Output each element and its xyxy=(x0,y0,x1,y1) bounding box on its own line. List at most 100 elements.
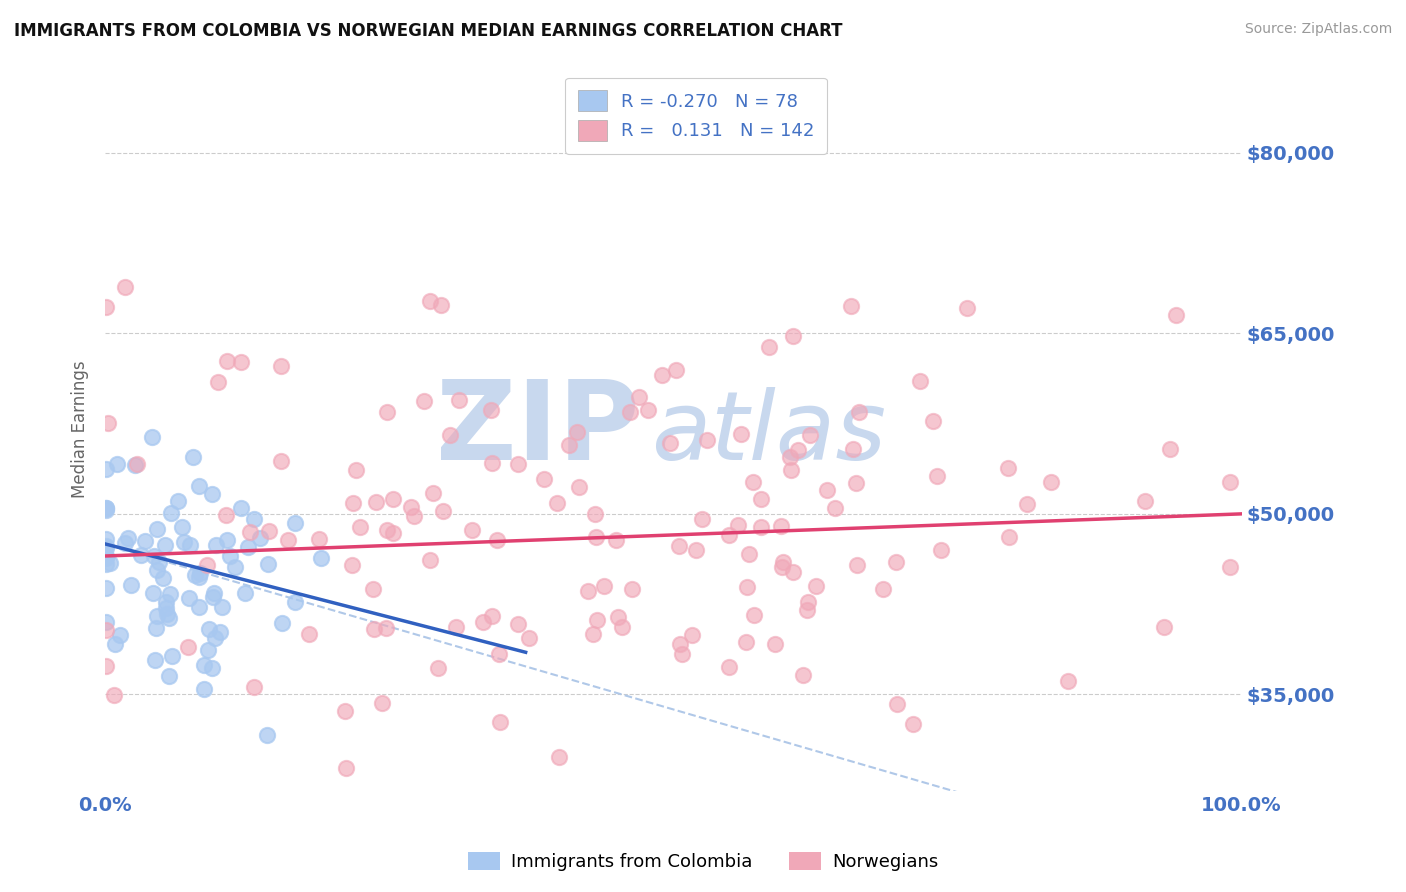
Point xyxy=(651,368,673,383)
Point xyxy=(1166,308,1188,322)
Point xyxy=(197,643,219,657)
Point xyxy=(146,882,169,892)
Point xyxy=(231,354,253,368)
Point xyxy=(96,581,118,595)
Point xyxy=(742,608,765,623)
Point xyxy=(848,405,870,419)
Point xyxy=(141,430,163,444)
Point xyxy=(215,354,238,368)
Point xyxy=(738,548,761,562)
Point xyxy=(201,661,224,675)
Point xyxy=(108,628,131,642)
Point xyxy=(446,620,468,634)
Point xyxy=(96,502,118,516)
Point xyxy=(172,520,194,534)
Point xyxy=(737,580,759,594)
Point xyxy=(797,595,820,609)
Point xyxy=(155,595,177,609)
Point xyxy=(173,535,195,549)
Point xyxy=(342,496,364,510)
Legend: R = -0.270   N = 78, R =   0.131   N = 142: R = -0.270 N = 78, R = 0.131 N = 142 xyxy=(565,78,827,153)
Point xyxy=(901,716,924,731)
Point xyxy=(628,390,651,404)
Point xyxy=(845,476,868,491)
Point xyxy=(114,280,136,294)
Point xyxy=(96,558,118,572)
Point xyxy=(770,560,793,574)
Point xyxy=(125,457,148,471)
Point xyxy=(779,450,801,464)
Point xyxy=(215,508,238,522)
Point xyxy=(309,551,332,566)
Point xyxy=(447,392,470,407)
Point xyxy=(772,555,794,569)
Point xyxy=(96,533,118,547)
Point xyxy=(804,579,827,593)
Point xyxy=(886,697,908,711)
Text: Source: ZipAtlas.com: Source: ZipAtlas.com xyxy=(1244,22,1392,37)
Point xyxy=(340,558,363,572)
Point xyxy=(382,492,405,507)
Point xyxy=(685,542,707,557)
Point xyxy=(665,363,688,377)
Point xyxy=(270,454,292,468)
Point xyxy=(160,506,183,520)
Point xyxy=(787,442,810,457)
Point xyxy=(181,450,204,465)
Point xyxy=(565,425,588,440)
Point xyxy=(375,405,398,419)
Point xyxy=(146,608,169,623)
Point xyxy=(1219,559,1241,574)
Point xyxy=(375,621,398,635)
Point xyxy=(479,403,502,417)
Point xyxy=(668,539,690,553)
Point xyxy=(146,563,169,577)
Point xyxy=(758,340,780,354)
Point xyxy=(114,535,136,549)
Point xyxy=(145,621,167,635)
Point xyxy=(179,538,201,552)
Point xyxy=(120,577,142,591)
Point xyxy=(239,524,262,539)
Point xyxy=(142,549,165,564)
Point xyxy=(193,681,215,696)
Point xyxy=(96,541,118,556)
Point xyxy=(592,579,614,593)
Point xyxy=(198,622,221,636)
Point xyxy=(696,434,718,448)
Point xyxy=(735,635,758,649)
Point xyxy=(96,549,118,563)
Y-axis label: Median Earnings: Median Earnings xyxy=(72,360,89,499)
Point xyxy=(690,512,713,526)
Point xyxy=(922,414,945,428)
Point xyxy=(1135,494,1157,508)
Point xyxy=(488,647,510,661)
Point xyxy=(481,456,503,470)
Point xyxy=(364,495,387,509)
Point xyxy=(134,533,156,548)
Point xyxy=(717,660,740,674)
Point xyxy=(259,524,281,538)
Point xyxy=(363,622,385,636)
Point xyxy=(718,528,741,542)
Point xyxy=(361,582,384,597)
Point xyxy=(277,533,299,547)
Point xyxy=(98,556,121,570)
Point xyxy=(371,696,394,710)
Point xyxy=(399,500,422,515)
Point xyxy=(749,520,772,534)
Point xyxy=(238,540,260,554)
Point xyxy=(177,640,200,654)
Point xyxy=(215,533,238,547)
Point xyxy=(1040,475,1063,489)
Point xyxy=(219,549,242,563)
Point xyxy=(461,524,484,538)
Point xyxy=(839,299,862,313)
Point xyxy=(439,428,461,442)
Point xyxy=(96,623,118,637)
Point xyxy=(105,457,128,471)
Point xyxy=(202,586,225,600)
Point xyxy=(208,625,231,640)
Point xyxy=(96,500,118,515)
Point xyxy=(419,553,441,567)
